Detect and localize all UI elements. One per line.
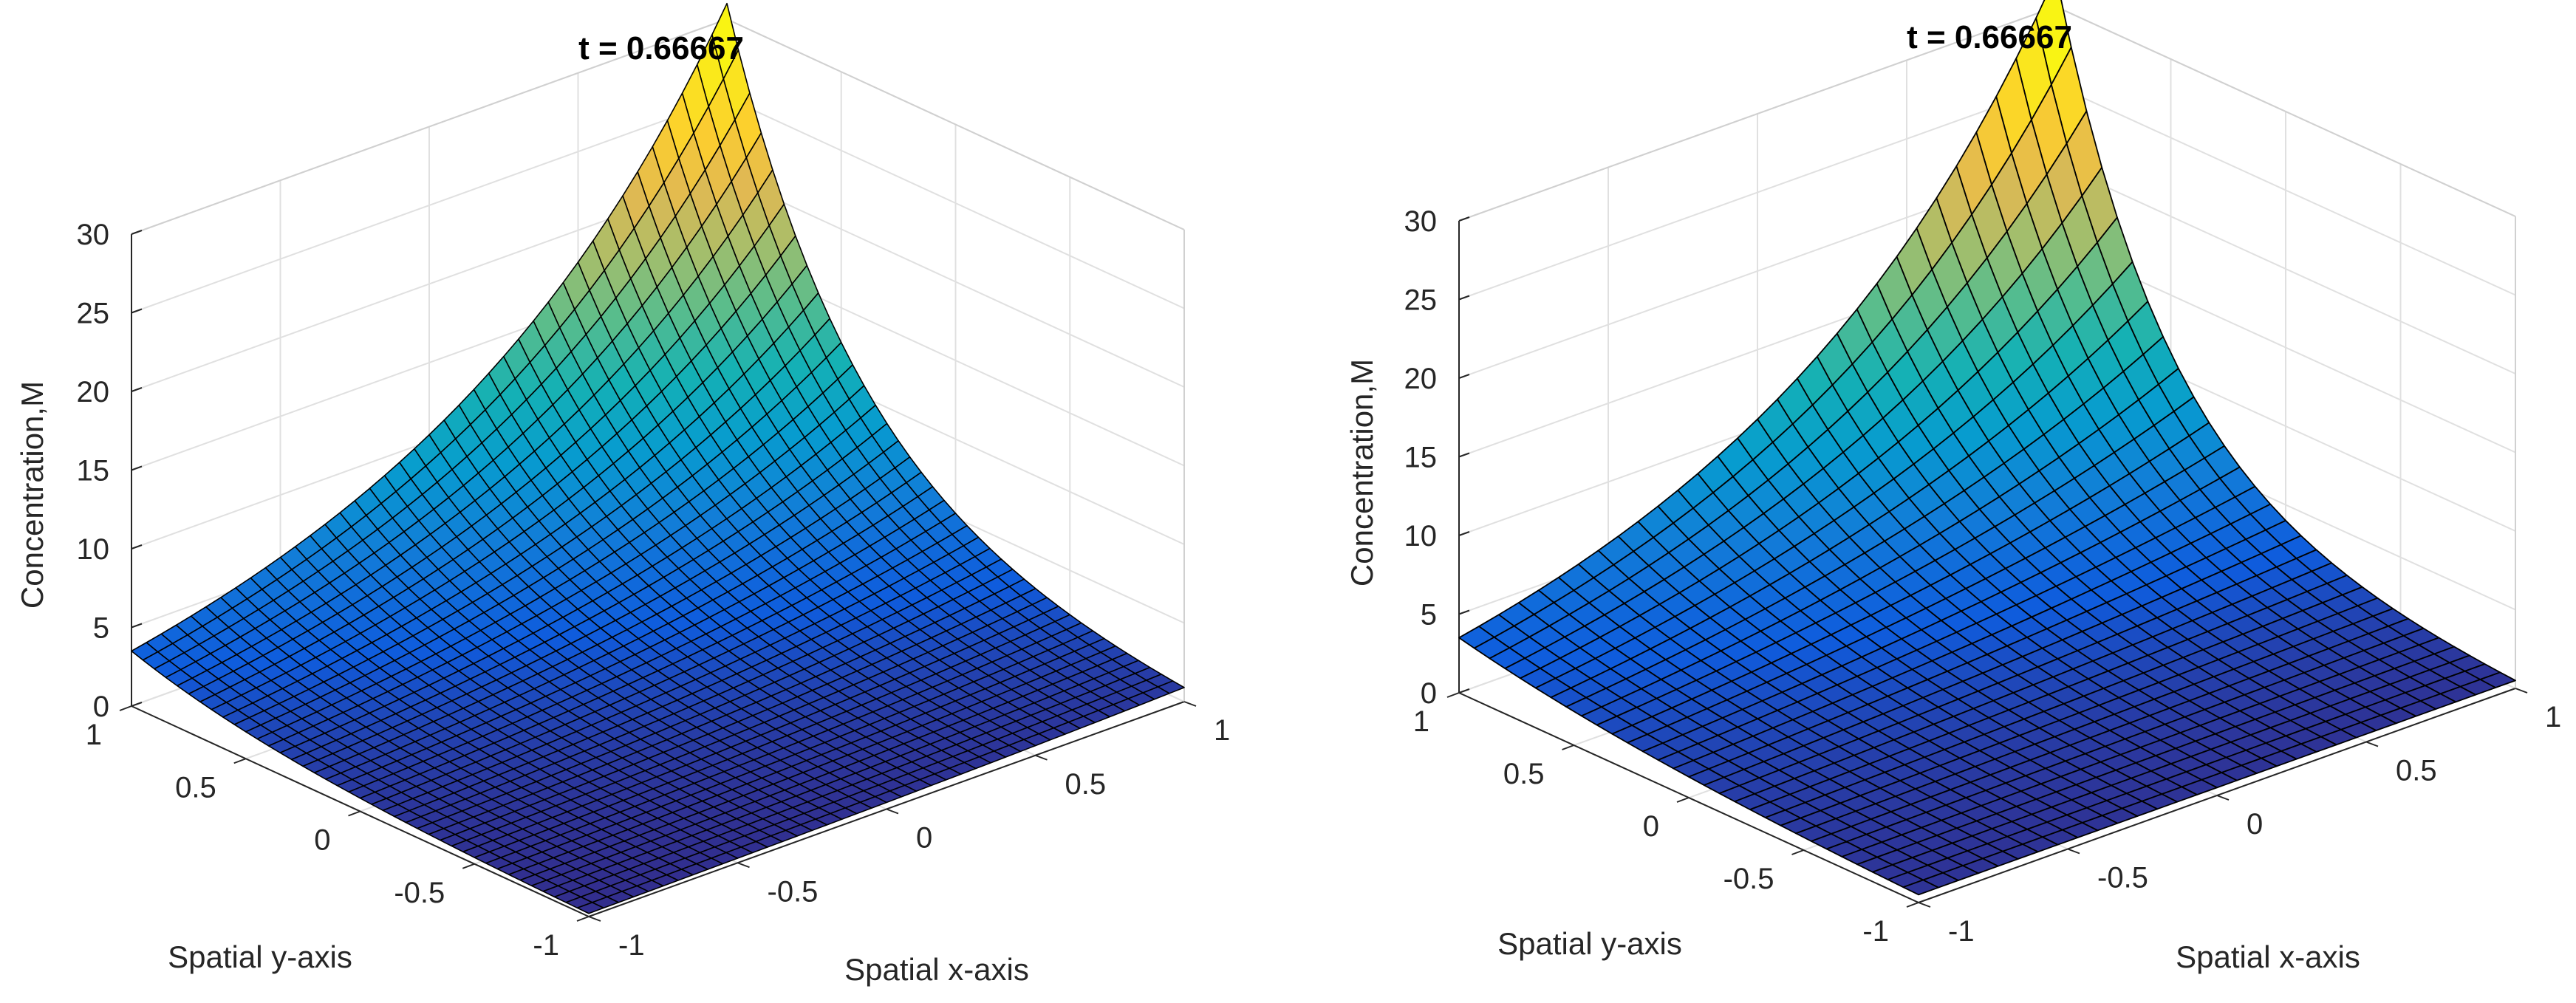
x-tick-label: -1	[618, 929, 645, 962]
y-tick-label: 1	[1413, 705, 1429, 738]
y-tick	[1906, 902, 1919, 908]
z-tick	[131, 465, 143, 471]
z-tick	[131, 308, 143, 314]
surface-mesh	[1458, 0, 2516, 896]
y-tick-label: 0	[1643, 810, 1659, 843]
z-tick-label: 25	[77, 298, 110, 330]
x-tick	[886, 808, 899, 815]
x-tick-label: 0	[2247, 808, 2263, 841]
y-tick-labels: -1 -0.5 0 0.5 1	[1413, 705, 1889, 948]
x-tick-label: 0.5	[1065, 768, 1107, 801]
z-tick-label: 5	[93, 612, 109, 645]
y-tick	[1446, 692, 1460, 698]
surface-mesh	[131, 2, 1185, 914]
tick-marks	[1446, 216, 2528, 908]
y-axis-label: Spatial y-axis	[1497, 926, 1682, 961]
z-tick-label: 30	[77, 219, 110, 251]
z-tick	[1458, 374, 1470, 379]
x-tick-label: -0.5	[2097, 862, 2148, 894]
box-edge	[1458, 6, 2057, 222]
x-tick-label: -0.5	[768, 875, 819, 908]
y-tick	[348, 810, 361, 817]
z-tick	[1458, 452, 1470, 458]
x-tick-label: 1	[1214, 714, 1230, 747]
x-tick-label: 1	[2545, 701, 2561, 733]
z-tick-label: 20	[77, 376, 110, 408]
y-axis-label: Spatial y-axis	[168, 939, 352, 974]
z-tick-label: 15	[77, 455, 110, 487]
box-edge	[2055, 6, 2516, 217]
z-tick	[1458, 295, 1470, 301]
x-tick	[1918, 902, 1931, 908]
z-tick	[131, 387, 143, 392]
y-tick-label: -1	[1862, 915, 1889, 948]
x-tick	[1183, 701, 1197, 707]
y-tick-label: 0	[314, 824, 330, 857]
z-tick	[1458, 688, 1470, 694]
z-axis-label: Concentration,M	[1345, 359, 1379, 586]
z-tick-label: 15	[1404, 442, 1438, 474]
surface-plot-right: 0 5 10 15 20 25 30 -1 -0.5 0 0.5 1 -1 -0.5 0 0.5 1 t =…	[1345, 0, 2561, 974]
x-tick-labels: -1 -0.5 0 0.5 1	[618, 714, 1230, 962]
z-tick-label: 10	[1404, 520, 1438, 552]
z-tick-label: 20	[1404, 363, 1438, 395]
x-tick-label: 0.5	[2396, 755, 2437, 787]
x-tick-labels: -1 -0.5 0 0.5 1	[1948, 701, 2561, 948]
y-tick	[462, 863, 475, 869]
y-tick	[1676, 797, 1690, 803]
y-tick	[576, 916, 590, 922]
tick-marks	[119, 230, 1197, 922]
y-tick	[233, 758, 247, 764]
chart-title: t = 0.66667	[1907, 19, 2072, 55]
z-axis-label: Concentration,M	[15, 381, 49, 609]
z-tick	[131, 623, 143, 629]
z-tick-label: 25	[1404, 284, 1438, 317]
z-tick-label: 0	[1421, 677, 1437, 710]
y-tick-label: -0.5	[1723, 863, 1774, 895]
surface-cell	[1902, 879, 1939, 896]
z-tick-labels: 0 5 10 15 20 25 30	[77, 219, 110, 723]
x-tick	[2515, 688, 2528, 694]
z-tick-label: 30	[1404, 205, 1438, 238]
x-tick	[737, 862, 750, 869]
y-tick	[119, 705, 132, 711]
z-tick	[131, 230, 143, 235]
x-tick	[2067, 848, 2080, 855]
z-tick	[1458, 609, 1470, 615]
x-tick	[1035, 754, 1048, 761]
z-tick	[1458, 216, 1470, 222]
x-axis-label: Spatial x-axis	[844, 952, 1029, 987]
z-tick-labels: 0 5 10 15 20 25 30	[1404, 205, 1438, 710]
y-tick-label: 0.5	[175, 771, 216, 804]
x-tick	[2216, 795, 2230, 801]
z-tick-label: 5	[1421, 599, 1437, 631]
z-tick	[131, 544, 143, 550]
y-tick	[1562, 744, 1574, 750]
z-tick-label: 0	[93, 691, 109, 723]
x-tick	[2365, 741, 2379, 747]
chart-title: t = 0.66667	[578, 30, 744, 66]
z-tick	[1458, 531, 1470, 536]
surface-plot-left: 0 5 10 15 20 25 30 -1 -0.5 0 0.5 1 -1 -0.5 0 0.5 1 t =…	[15, 2, 1230, 987]
x-axis-label: Spatial x-axis	[2176, 939, 2360, 974]
y-tick-label: 1	[86, 719, 102, 751]
x-tick-label: -1	[1948, 915, 1975, 948]
x-tick	[588, 916, 601, 922]
z-tick-label: 10	[77, 533, 110, 566]
y-tick-label: -1	[533, 929, 559, 962]
box-edge	[131, 18, 728, 235]
surface-cell	[576, 902, 604, 914]
y-tick	[1791, 849, 1804, 855]
y-tick-labels: -1 -0.5 0 0.5 1	[86, 719, 559, 962]
box-edge	[726, 18, 1185, 230]
y-tick-label: 0.5	[1503, 758, 1545, 790]
z-tick	[131, 702, 143, 707]
x-tick-label: 0	[916, 822, 932, 855]
y-tick-label: -0.5	[394, 877, 445, 909]
